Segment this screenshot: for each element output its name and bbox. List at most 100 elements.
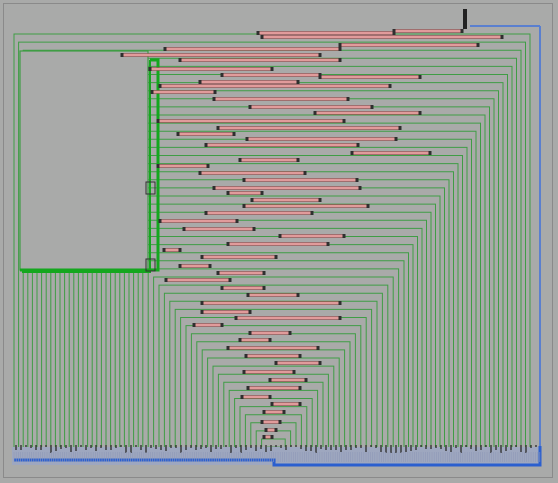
square-node-icon — [264, 428, 268, 432]
square-node-icon — [242, 204, 246, 208]
square-node-icon — [303, 171, 307, 175]
red-bar — [351, 151, 431, 155]
square-node-icon — [296, 158, 300, 162]
wire-loop — [153, 276, 394, 447]
square-node-icon — [240, 395, 244, 399]
square-node-icon — [158, 219, 162, 223]
red-bar — [177, 132, 235, 136]
square-node-icon — [206, 164, 210, 168]
square-node-icon — [216, 126, 220, 130]
red-bar — [179, 264, 211, 268]
square-node-icon — [246, 386, 250, 390]
square-node-icon — [500, 35, 504, 39]
red-bar — [213, 186, 361, 190]
red-bar — [243, 370, 295, 374]
square-node-icon — [200, 255, 204, 259]
wire-loop — [158, 284, 389, 447]
square-node-icon — [260, 35, 264, 39]
vertical-bar-marker-icon — [463, 9, 467, 29]
square-node-icon — [274, 361, 278, 365]
square-node-icon — [245, 137, 249, 141]
red-bar — [246, 137, 397, 141]
square-node-icon — [162, 248, 166, 252]
square-node-icon — [238, 338, 242, 342]
junction-box-icon — [145, 258, 156, 272]
square-node-icon — [355, 178, 359, 182]
wire-loop — [77, 146, 468, 447]
square-node-icon — [256, 31, 260, 35]
square-node-icon — [318, 198, 322, 202]
square-node-icon — [370, 105, 374, 109]
red-bar — [263, 410, 285, 414]
square-node-icon — [204, 211, 208, 215]
red-bar — [251, 198, 321, 202]
wire-loop — [163, 292, 383, 447]
red-bar — [261, 35, 503, 39]
square-node-icon — [428, 151, 432, 155]
red-bar — [279, 234, 345, 238]
red-bar — [164, 47, 341, 51]
square-node-icon — [246, 293, 250, 297]
red-bar — [205, 143, 359, 147]
red-bar — [319, 75, 421, 79]
red-bar — [314, 111, 421, 115]
square-node-icon — [418, 75, 422, 79]
red-bar — [227, 191, 263, 195]
wire-loop — [128, 236, 418, 447]
red-bar — [201, 301, 341, 305]
square-node-icon — [338, 58, 342, 62]
wire-loop — [201, 349, 346, 447]
square-node-icon — [292, 370, 296, 374]
wire-loop — [239, 406, 308, 447]
red-bar — [241, 395, 271, 399]
square-node-icon — [282, 410, 286, 414]
square-node-icon — [148, 67, 152, 71]
red-bar — [243, 178, 358, 182]
wire-loop — [87, 163, 459, 447]
wire-loop — [137, 252, 409, 447]
square-node-icon — [156, 164, 160, 168]
wire-loop — [123, 227, 423, 447]
upper-left-box — [19, 50, 149, 271]
square-node-icon — [216, 271, 220, 275]
red-bar — [151, 90, 216, 94]
square-node-icon — [198, 80, 202, 84]
square-node-icon — [163, 47, 167, 51]
square-node-icon — [252, 227, 256, 231]
red-bar — [243, 204, 369, 208]
wire-loop — [59, 114, 486, 447]
square-node-icon — [212, 97, 216, 101]
red-bar — [163, 248, 181, 252]
red-bar — [247, 386, 301, 390]
square-node-icon — [338, 301, 342, 305]
red-bar — [165, 278, 231, 282]
red-bar — [275, 361, 321, 365]
red-bar — [247, 293, 299, 297]
red-bar — [193, 323, 223, 327]
square-node-icon — [248, 310, 252, 314]
square-node-icon — [318, 53, 322, 57]
square-node-icon — [268, 338, 272, 342]
square-node-icon — [220, 73, 224, 77]
wire-loop — [234, 398, 313, 447]
square-node-icon — [418, 111, 422, 115]
red-bar — [249, 331, 291, 335]
square-node-icon — [260, 191, 264, 195]
wire-loop — [185, 325, 362, 447]
red-bar — [149, 67, 273, 71]
square-node-icon — [262, 435, 266, 439]
square-node-icon — [212, 186, 216, 190]
square-node-icon — [278, 420, 282, 424]
square-node-icon — [304, 378, 308, 382]
square-node-icon — [200, 301, 204, 305]
red-bar — [159, 84, 391, 88]
red-bar — [159, 219, 238, 223]
square-node-icon — [392, 29, 396, 33]
red-bar — [269, 378, 307, 382]
square-node-icon — [244, 354, 248, 358]
junction-box-icon — [145, 181, 156, 195]
red-bar — [249, 105, 373, 109]
red-bar — [157, 164, 209, 168]
wire-loop — [147, 268, 400, 447]
